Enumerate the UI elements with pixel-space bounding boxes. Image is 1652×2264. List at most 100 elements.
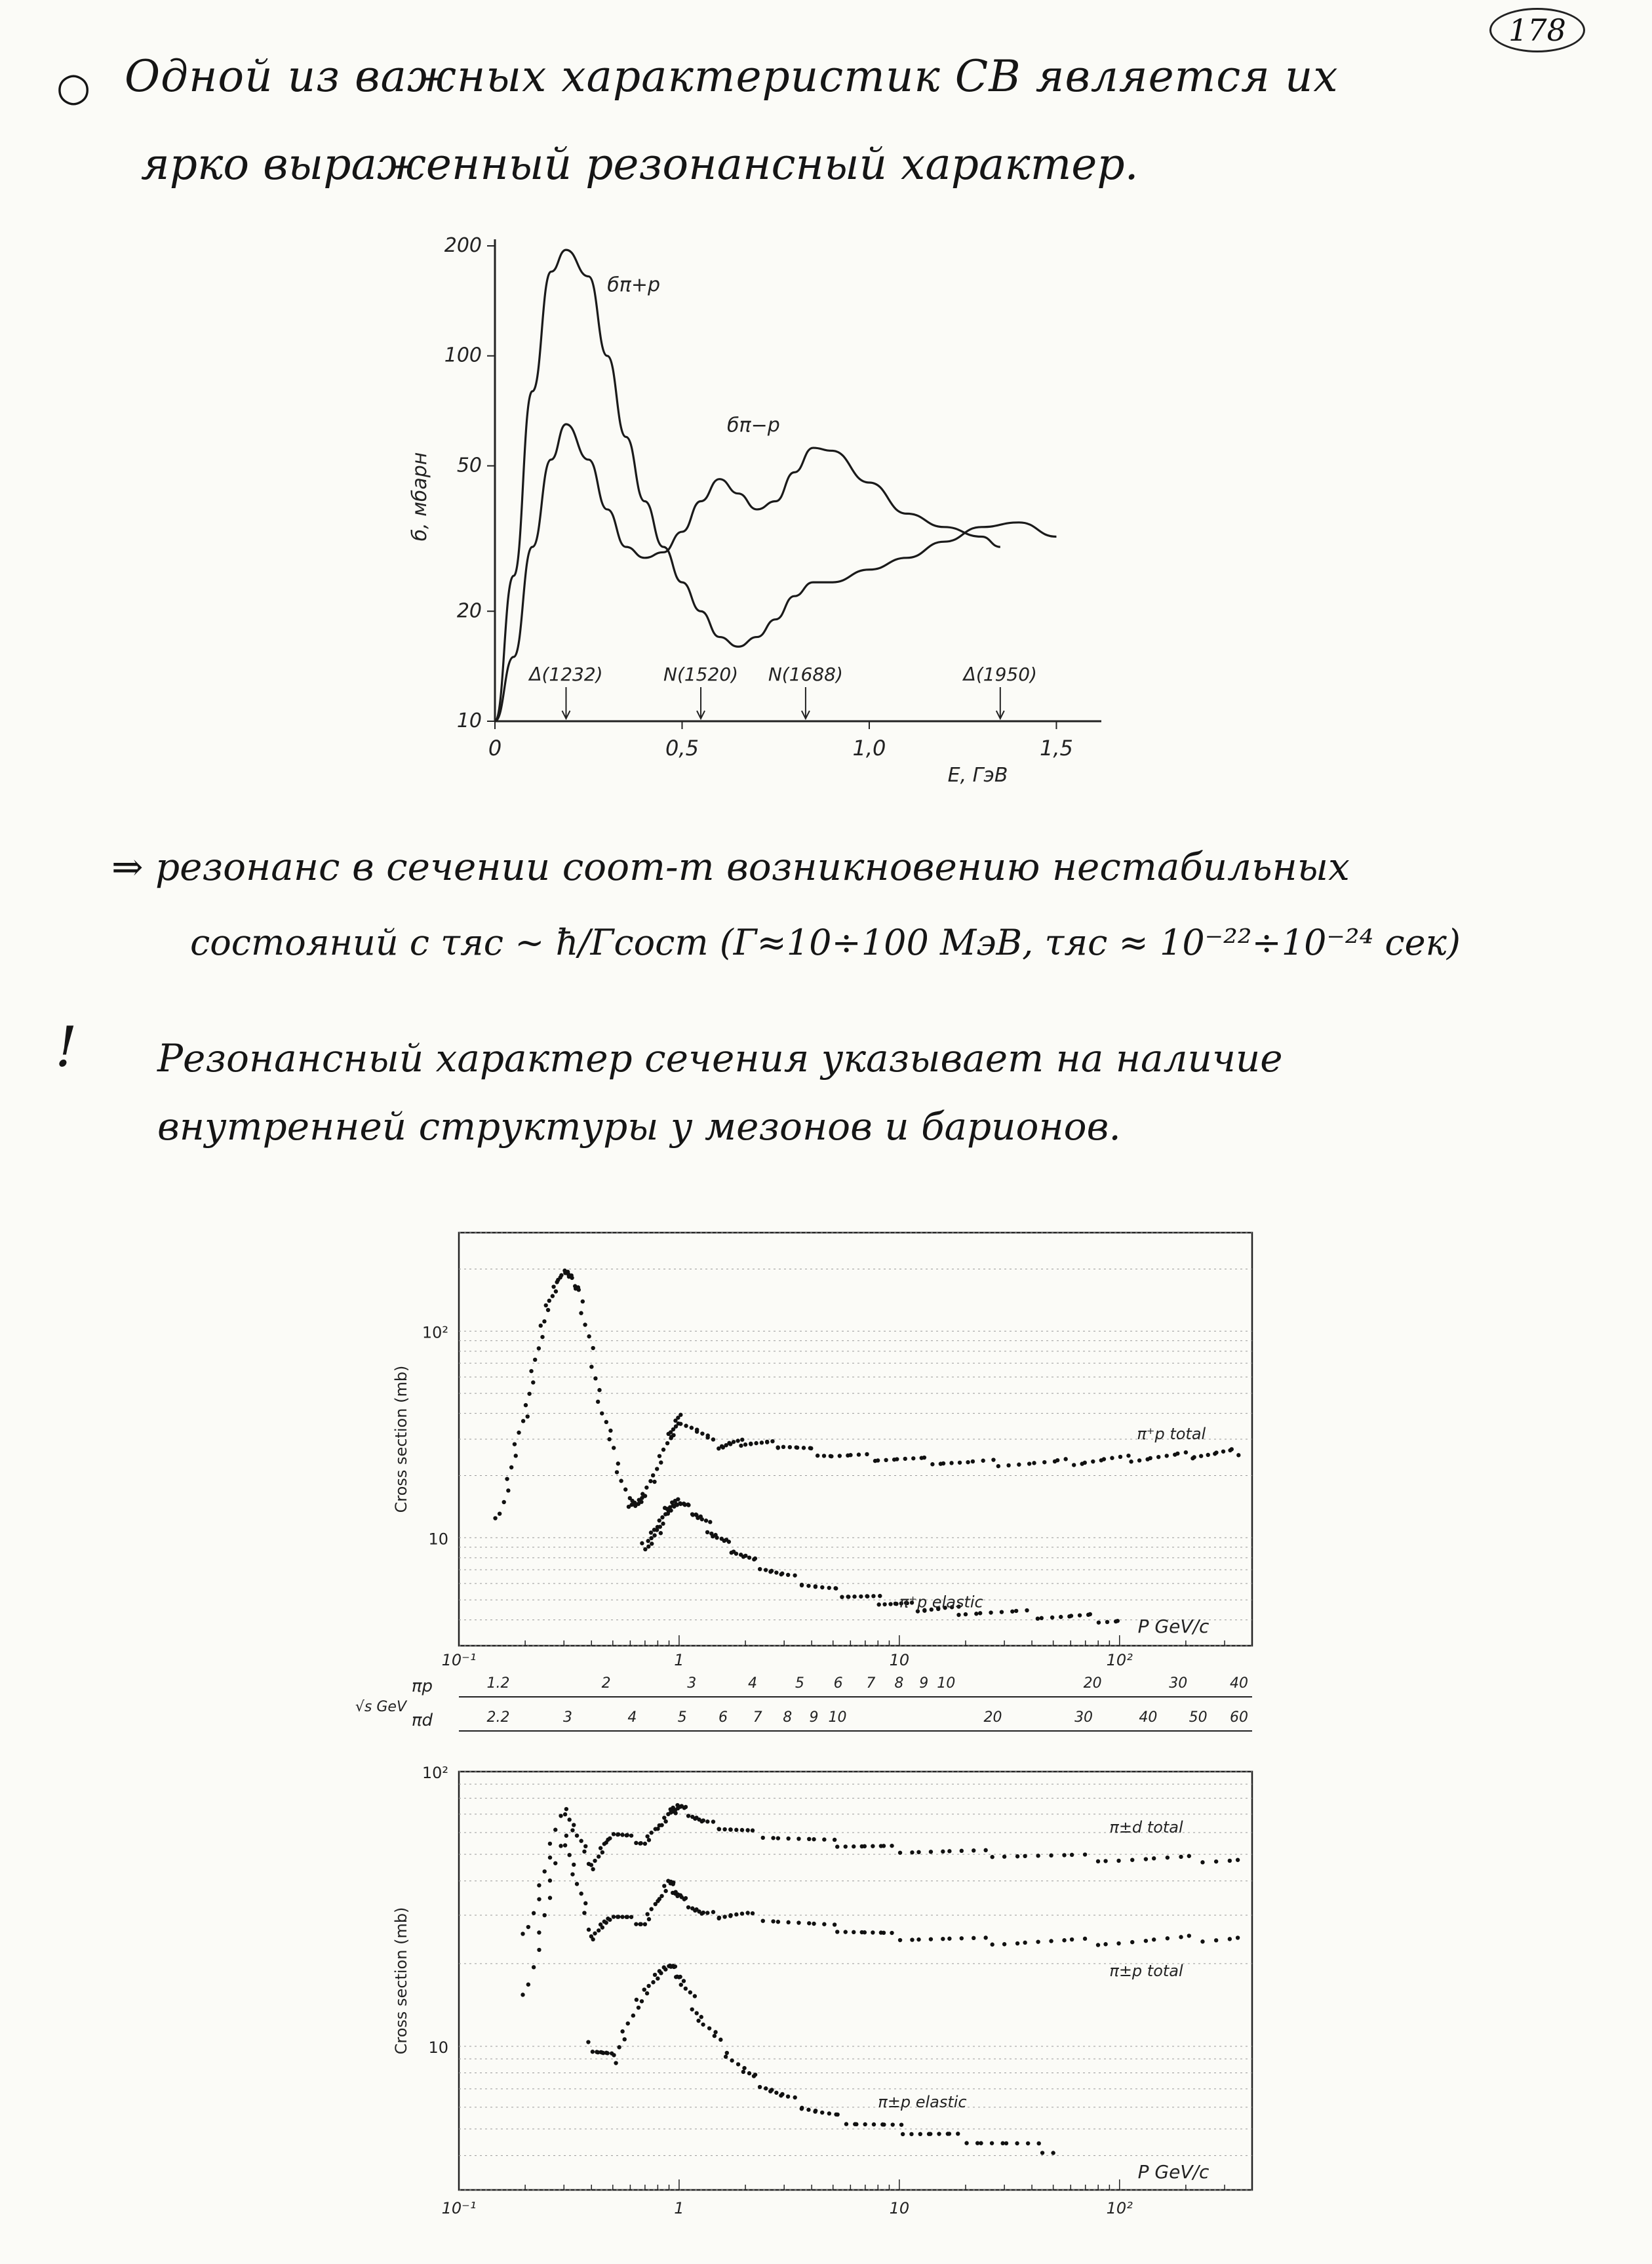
pipm-total-point: [959, 1936, 964, 1941]
pip-elastic-point: [1035, 1616, 1040, 1621]
pipm-total-point: [656, 1899, 660, 1903]
pip-total-point: [1027, 1461, 1032, 1466]
pid-total-point: [1036, 1854, 1040, 1858]
pid-total-point: [574, 1833, 580, 1838]
pipm-elastic-point: [768, 2089, 773, 2094]
pip-total-point: [1214, 1450, 1219, 1455]
pip-elastic-point: [1115, 1618, 1120, 1623]
pid-total-point: [656, 1827, 660, 1831]
pipm-total-point: [1023, 1940, 1027, 1945]
pipm-elastic-point: [712, 2033, 717, 2038]
pip-total-point: [659, 1460, 663, 1465]
pip-total-point: [547, 1298, 551, 1303]
y-tick-label: 10: [428, 2038, 448, 2057]
pipm-elastic-point: [718, 2037, 723, 2042]
y-tick-label: 10: [457, 709, 482, 732]
pipm-total-point: [1062, 1938, 1067, 1943]
pid-total-point: [662, 1816, 667, 1820]
pip-total-point: [619, 1479, 623, 1483]
pid-total-point: [796, 1837, 801, 1841]
pipm-total-point: [1151, 1937, 1156, 1942]
pipm-elastic-point: [688, 1990, 693, 1995]
pip-total-point: [614, 1470, 620, 1475]
pip-elastic-point: [956, 1604, 961, 1609]
pip-elastic-point: [1096, 1620, 1101, 1625]
pip-elastic-point: [665, 1511, 671, 1516]
x-tick-label: 10: [890, 1651, 910, 1669]
pid-total-point: [897, 1850, 903, 1855]
pip-total-point: [527, 1391, 532, 1396]
pip-elastic-point: [1105, 1619, 1110, 1625]
pip-elastic-point: [793, 1573, 797, 1578]
text-line-2: ярко выраженный резонансный характер.: [141, 139, 1139, 189]
pipm-elastic-point: [595, 2050, 600, 2055]
pipm-elastic-point: [1000, 2141, 1005, 2146]
pipm-elastic-point: [669, 1964, 673, 1969]
series-label-pip-total: π⁺p total: [1137, 1425, 1206, 1443]
pipm-total-point: [1015, 1941, 1020, 1946]
resonance-chart: 10 20 50 100 200 0 0,5 1,0 1,5 E, ГэВ б, мбарн бπ+…: [408, 234, 1101, 787]
pip-total-point: [529, 1368, 534, 1374]
pipm-total-point: [843, 1930, 848, 1934]
page-number: 178: [1489, 8, 1585, 52]
pip-total-point: [895, 1457, 899, 1461]
pipm-elastic-point: [639, 1999, 644, 2004]
pipm-elastic-point: [779, 2093, 783, 2098]
pip-total-point: [1071, 1463, 1076, 1467]
pip-total-point: [580, 1299, 585, 1304]
pipm-total-point: [624, 1915, 629, 1919]
resonance-label: Δ(1950): [962, 664, 1037, 685]
pip-total-point: [776, 1445, 780, 1450]
pipm-total-point: [835, 1930, 840, 1934]
pip-total-point: [652, 1479, 657, 1484]
pip-elastic-point: [974, 1612, 979, 1616]
pipm-elastic-point: [586, 2040, 591, 2044]
pip-elastic-point: [690, 1513, 696, 1517]
sqrt-s-tick-pid: 10: [829, 1709, 847, 1726]
pipm-elastic-point: [757, 2084, 762, 2090]
pip-elastic-point: [660, 1515, 665, 1520]
pipm-total-point: [1002, 1942, 1007, 1947]
pip-elastic-point: [649, 1536, 654, 1541]
pid-total-point: [646, 1838, 652, 1842]
pip-total-point: [1137, 1458, 1142, 1463]
pid-total-point: [638, 1841, 642, 1846]
pid-total-point: [843, 1844, 848, 1849]
pip-total-point: [781, 1444, 786, 1450]
pip-elastic-point: [876, 1602, 881, 1607]
pid-total-point: [705, 1819, 710, 1824]
pipm-elastic-point: [964, 2141, 969, 2145]
pip-total-point: [903, 1456, 907, 1461]
pip-total-point: [1164, 1454, 1169, 1458]
pipm-total-point: [910, 1937, 914, 1942]
pip-total-point: [657, 1454, 662, 1458]
pipm-chart-labels: 10 10² Cross section (mb) 10⁻¹ 1 10 10² P GeV/c…: [392, 1764, 1210, 2217]
pipm-elastic-point: [622, 2037, 627, 2042]
series-label-pid-total: π±d total: [1109, 1818, 1183, 1837]
pipm-total-point: [604, 1920, 608, 1925]
pid-total-point: [717, 1827, 722, 1832]
pid-total-point: [629, 1833, 634, 1838]
pip-elastic-point: [1039, 1616, 1044, 1621]
pip-total-point: [583, 1322, 587, 1327]
pip-elastic-point: [888, 1602, 893, 1606]
pip-total-point: [689, 1425, 694, 1430]
pip-total-point: [700, 1431, 705, 1436]
pipm-total-point: [682, 1897, 687, 1901]
pid-total-point: [611, 1832, 616, 1837]
pip-elastic-point: [747, 1555, 752, 1560]
pid-total-point: [812, 1837, 816, 1842]
pip-total-point: [711, 1437, 716, 1442]
pipm-total-point: [1179, 1935, 1183, 1939]
pipm-elastic-point: [890, 2122, 895, 2127]
pid-total-point: [570, 1828, 575, 1833]
pid-total-point: [564, 1806, 569, 1812]
pip-elastic-point: [852, 1594, 857, 1599]
pip-elastic-point: [678, 1501, 683, 1506]
pip-elastic-point: [949, 1605, 954, 1610]
pid-total-point: [807, 1837, 812, 1842]
pip-total-point: [637, 1498, 641, 1502]
pip-total-point: [506, 1488, 511, 1493]
series-label-pip: бπ+p: [607, 274, 660, 297]
pipm-total-point: [1130, 1939, 1135, 1945]
